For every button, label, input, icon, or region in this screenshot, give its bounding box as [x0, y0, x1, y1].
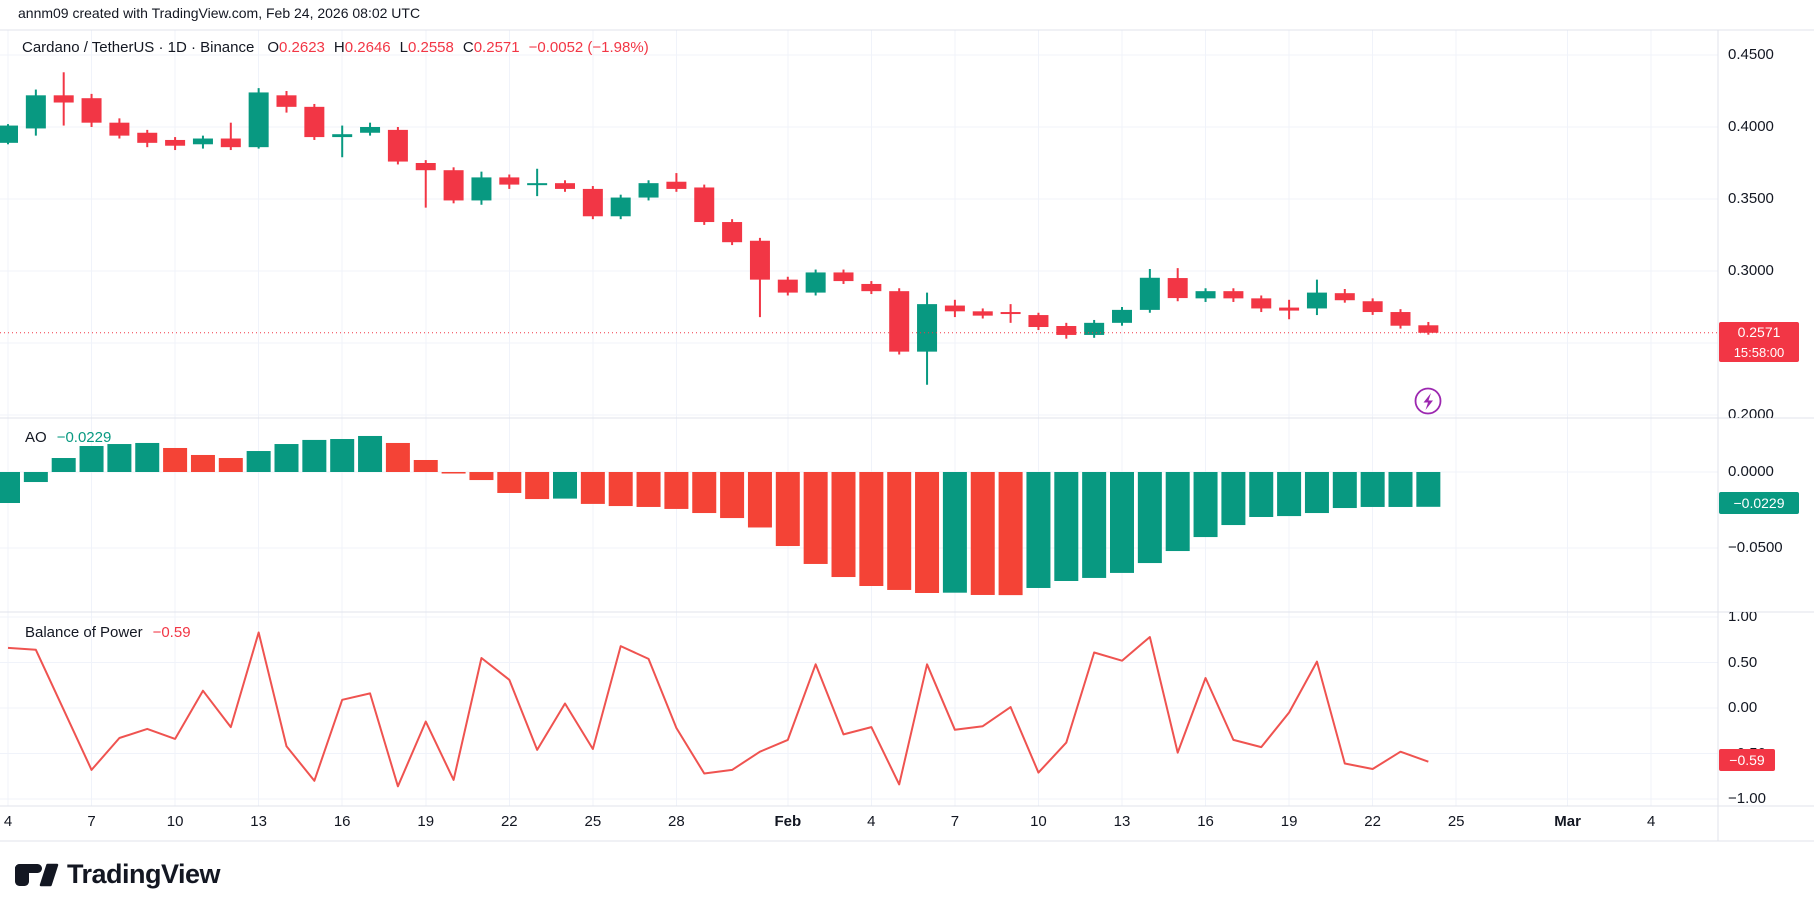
high-value: 0.2646 [344, 39, 391, 56]
close-label: C [462, 39, 474, 56]
time-tick-label: 16 [1197, 813, 1214, 830]
time-tick-label: 28 [668, 813, 685, 830]
time-tick-label: 22 [500, 813, 518, 830]
high-label: H [333, 39, 345, 56]
tradingview-logo[interactable]: TradingView [14, 859, 221, 890]
low-value: 0.2558 [407, 39, 454, 56]
tradingview-logo-icon [15, 863, 59, 886]
ohlc-close: C0.2571 [463, 39, 520, 56]
bop-axis-label: 1.00 [1728, 612, 1758, 625]
time-tick-label: 19 [417, 813, 435, 830]
price-axis-label: 0.3500 [1728, 190, 1774, 207]
ohlc-low: L0.2558 [400, 39, 454, 56]
time-tick-label: 13 [250, 813, 267, 830]
bop-legend: Balance of Power −0.59 [25, 624, 191, 641]
last-price-badge: 0.2571 15:58:00 [1719, 322, 1799, 362]
time-tick-label: 7 [87, 813, 96, 830]
ao-value: −0.0229 [56, 429, 112, 446]
time-tick-label: Feb [774, 813, 802, 830]
time-tick-label: Mar [1554, 813, 1581, 830]
price-axis-label: 0.4000 [1728, 118, 1774, 135]
open-label: O [267, 39, 280, 56]
time-axis[interactable]: 4 7 10 13 16 19 22 25 28 Feb 4 7 10 13 16 19 22 25 Mar 4 [0, 806, 1718, 840]
price-axis-label: 0.4500 [1728, 46, 1774, 63]
bar-countdown: 15:58:00 [1733, 345, 1785, 360]
price-axis-label: 0.2000 [1728, 406, 1774, 418]
time-tick-label: 13 [1113, 813, 1131, 830]
ao-histogram [0, 435, 1441, 596]
time-tick-label: 25 [584, 813, 602, 830]
bop-value: −0.59 [152, 624, 191, 641]
ao-axis[interactable]: 0.0000 −0.0500 [1718, 418, 1814, 612]
ohlc-open: O0.2623 [267, 39, 325, 56]
symbol-legend: Cardano / TetherUS · 1D · Binance O0.262… [22, 39, 649, 56]
ao-axis-label: 0.0000 [1728, 463, 1774, 480]
time-tick-label: 4 [1646, 813, 1656, 830]
low-label: L [399, 39, 408, 56]
change-value: −0.0052 (−1.98%) [528, 39, 649, 56]
last-price-value: 0.2571 [1737, 324, 1781, 340]
ao-label: AO [25, 429, 47, 446]
bop-axis[interactable]: 1.000.500.00−0.50−1.00 [1718, 612, 1814, 806]
time-tick-label: 7 [950, 813, 960, 830]
time-tick-label: 4 [3, 813, 13, 830]
time-tick-label: 22 [1364, 813, 1381, 830]
bop-label: Balance of Power [25, 624, 143, 641]
close-value: 0.2571 [473, 39, 520, 56]
bop-axis-label: 0.00 [1728, 699, 1758, 716]
events-icon[interactable] [1414, 387, 1442, 415]
time-tick-label: 10 [1030, 813, 1047, 830]
price-axis-label: 0.3000 [1728, 262, 1774, 279]
ao-legend: AO −0.0229 [25, 429, 111, 446]
symbol-title: Cardano / TetherUS · 1D · Binance [22, 39, 255, 56]
candlestick-series [0, 72, 1439, 385]
pane-separators [0, 29, 1814, 842]
time-tick-label: 19 [1280, 813, 1298, 830]
ao-axis-label: −0.0500 [1728, 539, 1783, 556]
bop-line [7, 631, 1429, 788]
tradingview-logo-text: TradingView [67, 859, 221, 889]
attribution-text: annm09 created with TradingView.com, Feb… [18, 5, 421, 21]
time-tick-label: 25 [1447, 813, 1465, 830]
time-tick-label: 16 [333, 813, 351, 830]
ao-value-badge: −0.0229 [1719, 492, 1799, 514]
bop-axis-label: 0.50 [1728, 653, 1758, 671]
bop-value-badge: −0.59 [1719, 749, 1775, 771]
time-tick-label: 4 [867, 813, 876, 830]
ohlc-high: H0.2646 [334, 39, 391, 56]
bop-axis-label: −1.00 [1728, 790, 1766, 806]
time-tick-label: 10 [166, 813, 184, 830]
open-value: 0.2623 [279, 39, 325, 56]
price-axis[interactable]: 0.4500 0.4000 0.3500 0.3000 0.2000 [1718, 30, 1814, 418]
